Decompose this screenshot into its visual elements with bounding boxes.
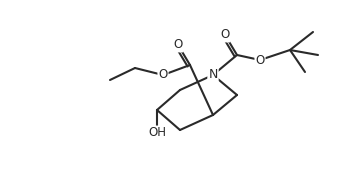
Text: OH: OH: [148, 127, 166, 140]
Text: O: O: [173, 38, 183, 51]
Text: O: O: [255, 54, 265, 67]
Text: N: N: [208, 69, 218, 82]
Text: O: O: [158, 69, 168, 82]
Text: O: O: [221, 28, 230, 41]
